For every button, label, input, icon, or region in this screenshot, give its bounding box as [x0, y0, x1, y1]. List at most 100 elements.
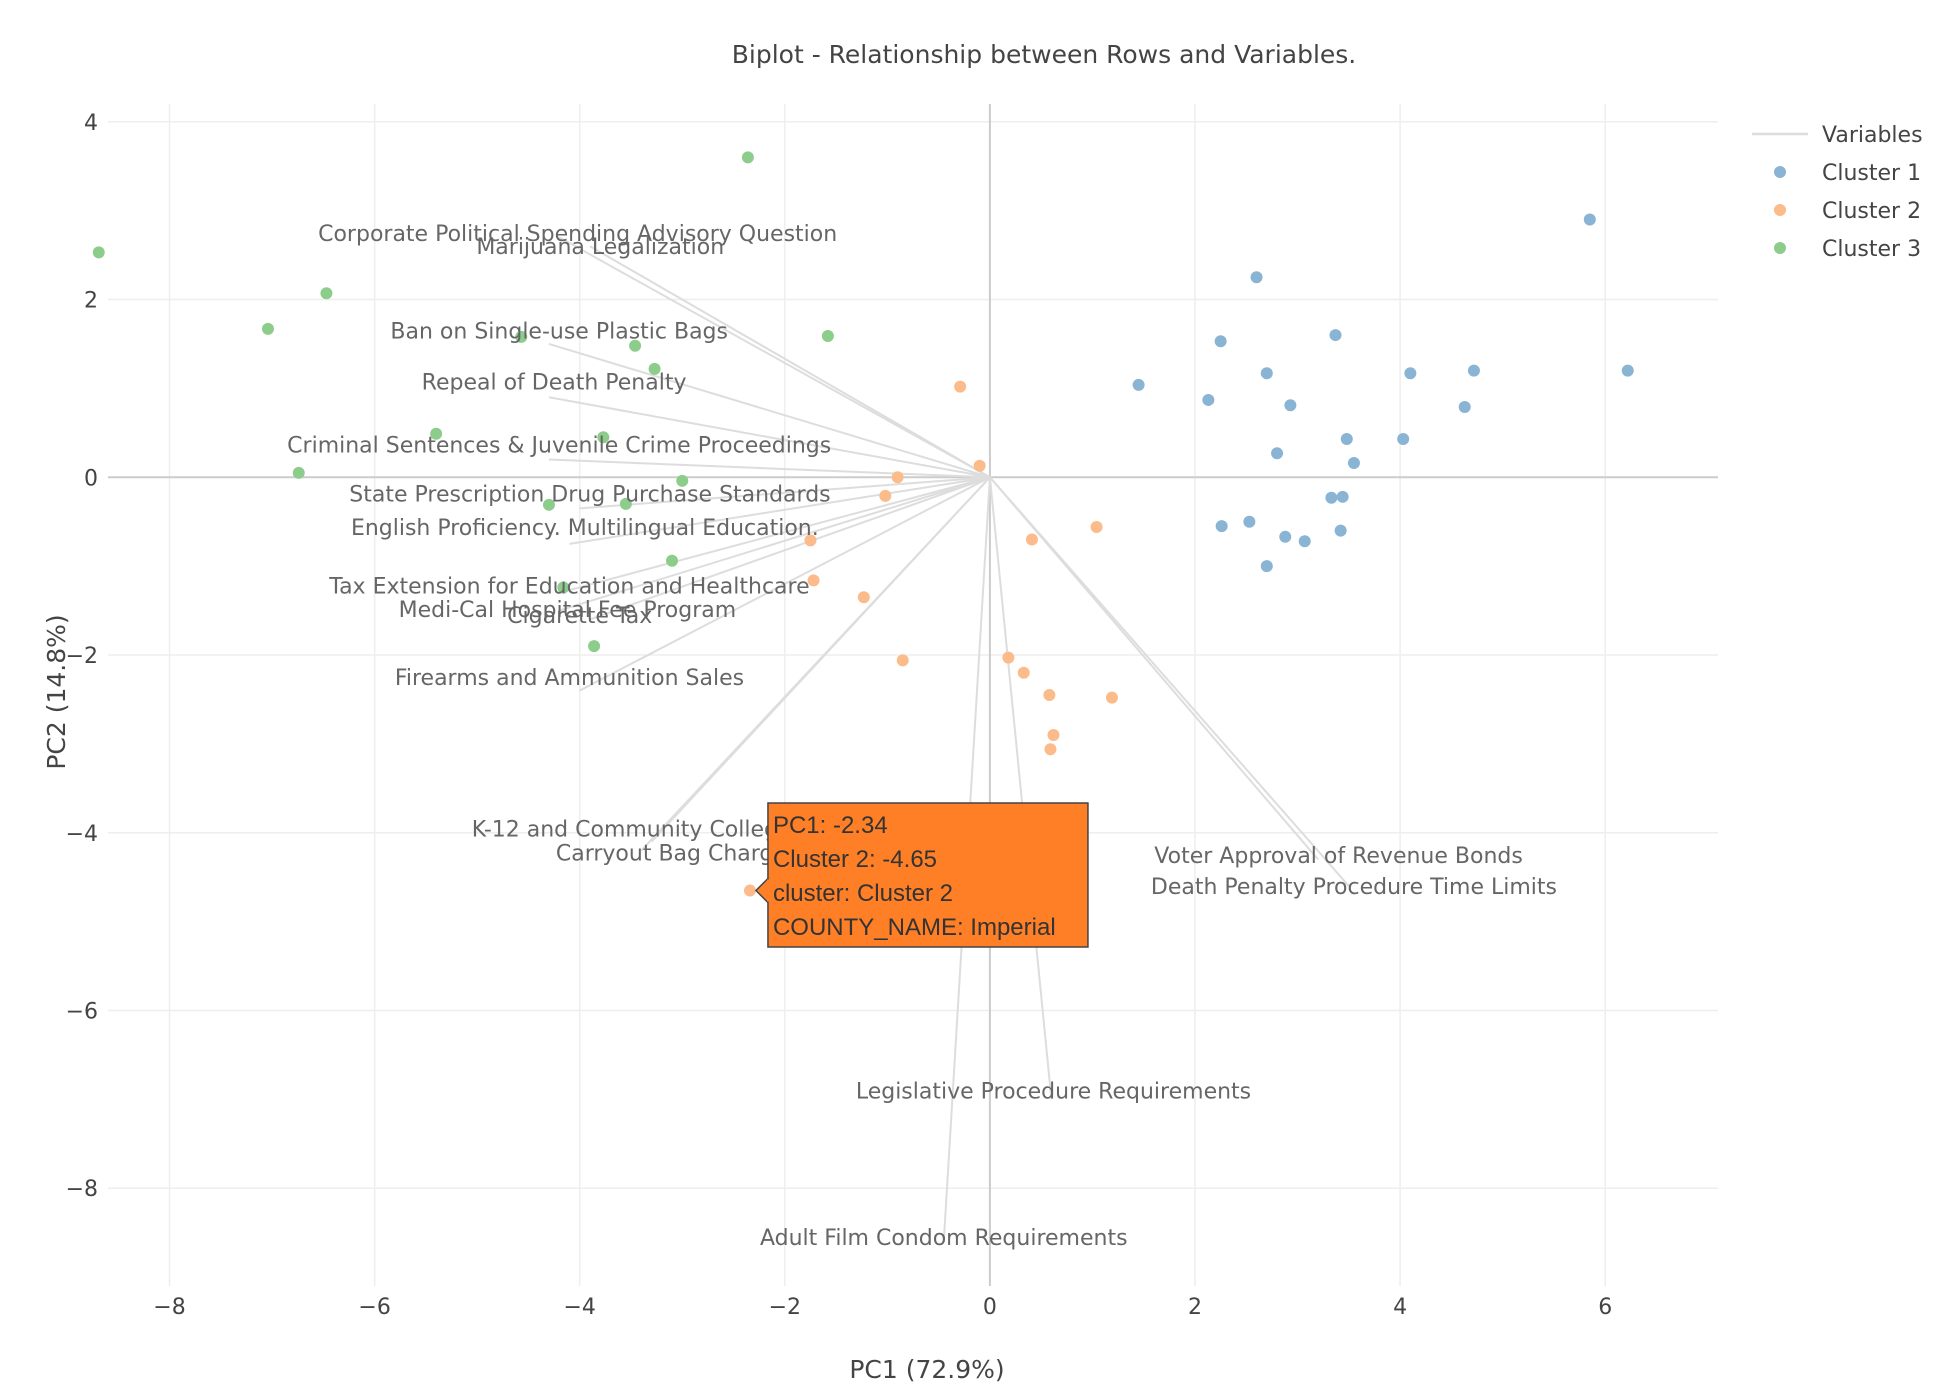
y-tick-label: 0 [84, 466, 98, 491]
data-point[interactable] [879, 489, 892, 502]
data-point[interactable] [1621, 364, 1634, 377]
data-point[interactable] [954, 380, 967, 393]
tooltip-line: Cluster 2: -4.65 [773, 846, 937, 873]
data-point[interactable] [542, 498, 555, 511]
variable-vector [548, 396, 991, 479]
x-tick-label: 0 [983, 1295, 997, 1320]
data-point[interactable] [1260, 560, 1273, 573]
data-point[interactable] [1467, 364, 1480, 377]
variable-vector [579, 476, 990, 510]
variable-labels: Corporate Political Spending Advisory Qu… [287, 222, 1557, 1251]
data-point[interactable] [430, 427, 443, 440]
grid-lines [108, 104, 1718, 1286]
data-point[interactable] [1250, 271, 1263, 284]
variable-label: Death Penalty Procedure Time Limits [1151, 875, 1557, 900]
x-tick-labels: −8 −6 −4 −2 0 2 4 6 [153, 1295, 1612, 1320]
variable-label: English Proficiency. Multilingual Educat… [351, 516, 819, 541]
y-tick-label: −6 [66, 999, 98, 1024]
data-point[interactable] [1284, 399, 1297, 412]
data-point[interactable] [973, 459, 986, 472]
y-tick-label: 2 [84, 289, 98, 314]
variable-label: Firearms and Ammunition Sales [395, 666, 744, 691]
tooltip-pointer [754, 876, 769, 905]
data-point[interactable] [1132, 378, 1145, 391]
legend-item-label[interactable]: Variables [1822, 123, 1923, 148]
legend-marker-swatch [1774, 242, 1786, 254]
data-point[interactable] [1214, 335, 1227, 348]
variable-vector [569, 476, 991, 545]
legend-marker-swatch [1774, 166, 1786, 178]
data-point[interactable] [1044, 743, 1057, 756]
variable-label: Marijuana Legalization [476, 235, 724, 260]
data-point[interactable] [807, 574, 820, 587]
variable-label: Medi-Cal Hospital Fee Program [399, 598, 737, 623]
data-point[interactable] [1347, 457, 1360, 470]
data-point[interactable] [597, 431, 610, 444]
variable-label: Criminal Sentences & Juvenile Crime Proc… [287, 433, 831, 458]
variable-vector [548, 458, 990, 479]
y-axis-title: PC2 (14.8%) [42, 614, 71, 769]
hover-tooltip: PC1: -2.34 Cluster 2: -4.65 cluster: Clust… [754, 802, 1089, 948]
data-point[interactable] [676, 474, 689, 487]
variable-label: State Prescription Drug Purchase Standar… [349, 482, 830, 507]
data-point[interactable] [1397, 433, 1410, 446]
data-point[interactable] [619, 497, 632, 510]
data-point[interactable] [804, 534, 817, 547]
data-point[interactable] [1404, 367, 1417, 380]
data-point[interactable] [1243, 515, 1256, 528]
data-point[interactable] [857, 591, 870, 604]
tooltip-line: COUNTY_NAME: Imperial [773, 914, 1056, 941]
data-point[interactable] [557, 581, 570, 594]
data-point[interactable] [1047, 728, 1060, 741]
data-point[interactable] [1340, 433, 1353, 446]
variable-label: Carryout Bag Charges [556, 841, 799, 866]
data-point[interactable] [741, 151, 754, 164]
data-point[interactable] [1215, 520, 1228, 533]
data-point[interactable] [1325, 491, 1338, 504]
data-point[interactable] [1583, 213, 1596, 226]
data-point[interactable] [821, 329, 834, 342]
data-point[interactable] [1002, 651, 1015, 664]
data-point[interactable] [666, 554, 679, 567]
data-point[interactable] [1025, 533, 1038, 546]
zero-lines [108, 104, 1718, 1286]
data-point[interactable] [292, 466, 305, 479]
data-point[interactable] [1334, 524, 1347, 537]
data-point[interactable] [896, 654, 909, 667]
data-point[interactable] [1271, 447, 1284, 460]
y-tick-label: 4 [84, 111, 98, 136]
data-point[interactable] [92, 246, 105, 259]
data-point[interactable] [1298, 535, 1311, 548]
data-point[interactable] [891, 471, 904, 484]
x-tick-label: −8 [153, 1295, 185, 1320]
data-point[interactable] [1090, 521, 1103, 534]
tooltip-line: PC1: -2.34 [773, 812, 888, 839]
data-point[interactable] [588, 640, 601, 653]
variable-vector [558, 476, 991, 612]
data-point[interactable] [261, 322, 274, 335]
data-point[interactable] [1202, 393, 1215, 406]
data-point[interactable] [648, 362, 661, 375]
data-point[interactable] [1329, 329, 1342, 342]
data-point[interactable] [1458, 401, 1471, 414]
legend-item-label[interactable]: Cluster 3 [1822, 237, 1921, 262]
data-point[interactable] [1260, 367, 1273, 380]
legend-item-label[interactable]: Cluster 2 [1822, 199, 1921, 224]
variable-vector [548, 342, 991, 479]
data-point[interactable] [1336, 490, 1349, 503]
legend-item-label[interactable]: Cluster 1 [1822, 161, 1921, 186]
variable-vectors [548, 236, 1350, 1242]
data-point[interactable] [1043, 689, 1056, 701]
data-point[interactable] [1105, 691, 1118, 704]
x-tick-label: 2 [1188, 1295, 1202, 1320]
variable-label: Ban on Single-use Plastic Bags [390, 320, 728, 345]
y-tick-label: −8 [66, 1177, 98, 1202]
data-point[interactable] [629, 339, 642, 352]
data-point[interactable] [743, 884, 756, 897]
data-point[interactable] [515, 330, 528, 343]
variable-label: Tax Extension for Education and Healthca… [328, 575, 809, 600]
data-point[interactable] [320, 287, 333, 300]
data-point[interactable] [1279, 530, 1292, 543]
data-point[interactable] [1017, 666, 1030, 679]
